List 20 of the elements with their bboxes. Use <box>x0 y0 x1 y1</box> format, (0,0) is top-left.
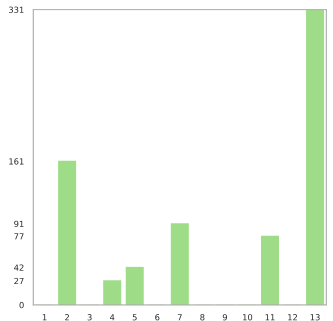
x-tick-label: 1 <box>42 314 46 320</box>
x-tick-label: 11 <box>266 314 275 320</box>
x-tick-label: 2 <box>65 314 69 320</box>
y-tick-label: 91 <box>14 220 24 228</box>
y-tick-label: 0 <box>20 302 24 308</box>
y-tick-label: 77 <box>14 233 24 240</box>
x-tick-label: 12 <box>288 314 297 320</box>
x-tick-label: 5 <box>132 314 137 320</box>
y-tick-label: 161 <box>9 158 24 165</box>
x-tick-label: 10 <box>243 314 252 320</box>
x-tick-label: 4 <box>110 314 114 320</box>
x-tick-label: 7 <box>178 314 182 320</box>
y-tick-label: 331 <box>9 6 24 13</box>
x-tick-label: 3 <box>88 314 92 320</box>
x-tick-label: 8 <box>200 314 204 320</box>
y-tick-label: 27 <box>14 278 24 284</box>
x-tick-label: 6 <box>155 314 160 320</box>
x-tick-label: 13 <box>310 314 320 320</box>
y-tick-label: 42 <box>14 264 24 271</box>
x-tick-label: 9 <box>222 314 227 320</box>
